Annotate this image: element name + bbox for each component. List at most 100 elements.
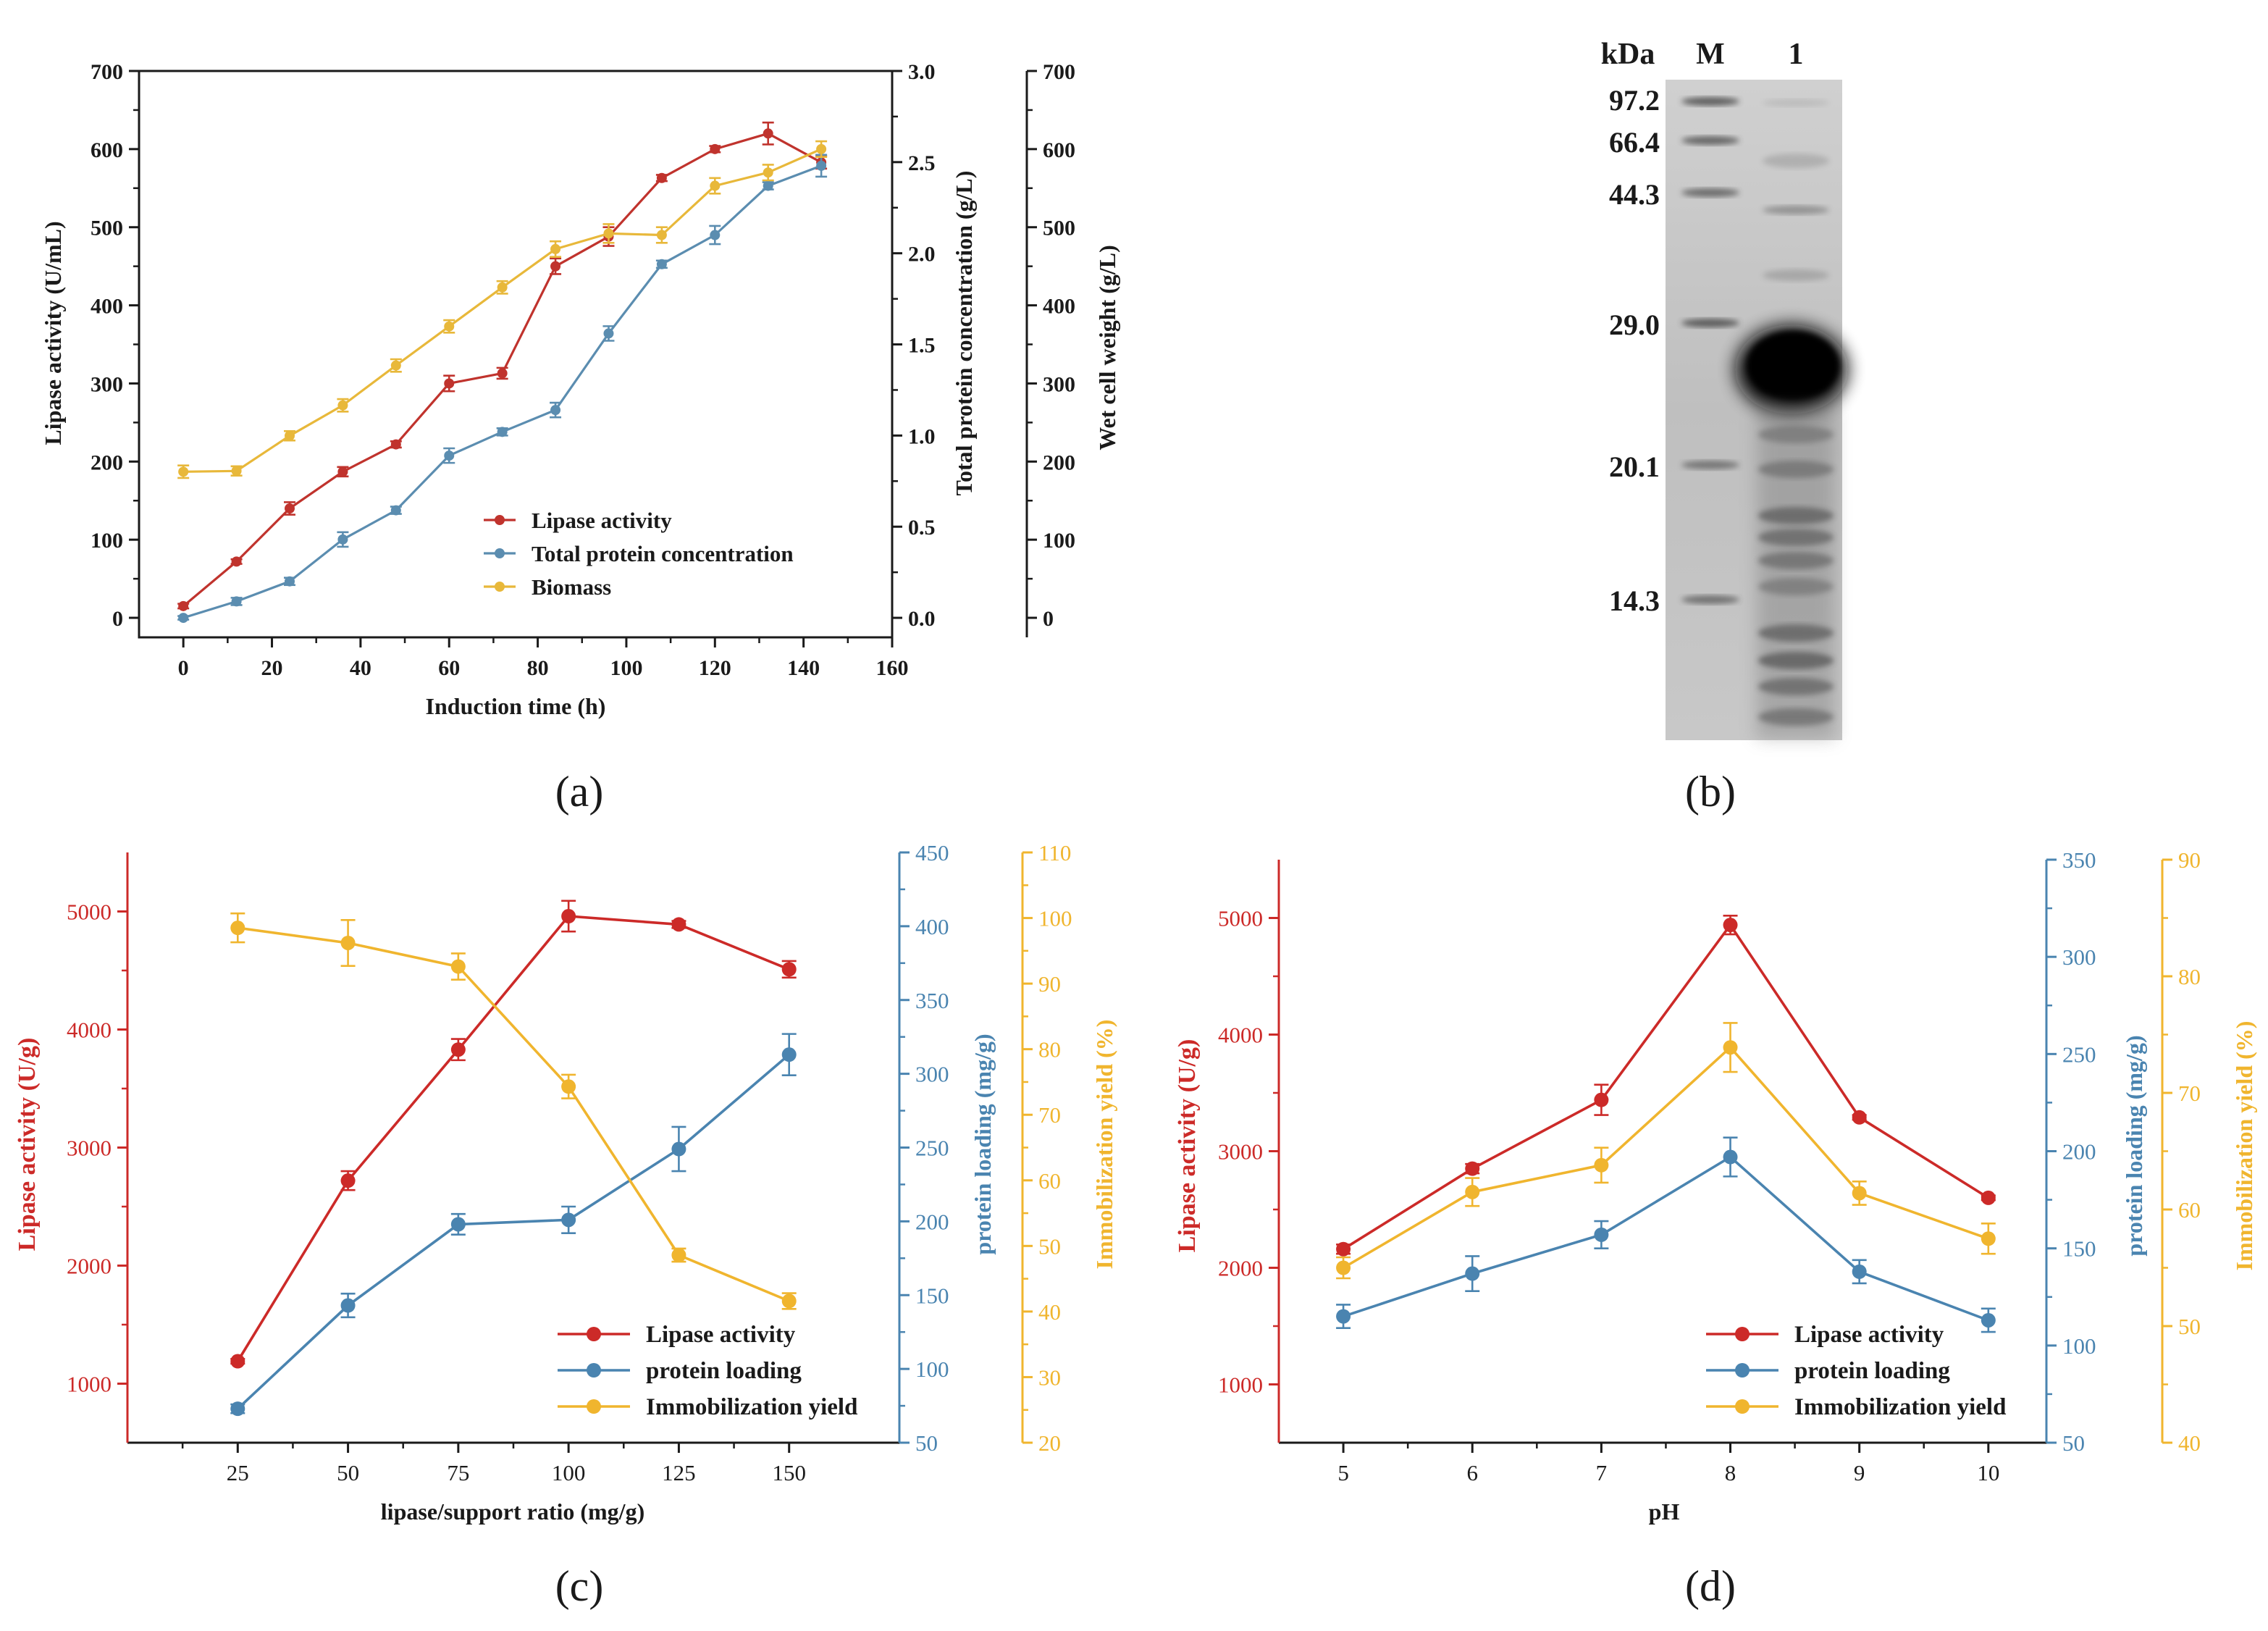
y-tick-label-right1: 350 [915, 988, 949, 1013]
legend-marker [1735, 1363, 1750, 1378]
data-point [285, 576, 295, 587]
y-tick-label-right2: 90 [1038, 971, 1061, 997]
y-tick-label-left: 1000 [1218, 1372, 1263, 1398]
data-point [337, 466, 348, 477]
data-point [1723, 1149, 1738, 1165]
x-tick-label: 150 [772, 1460, 806, 1485]
y-tick-label-left: 3000 [1218, 1139, 1263, 1165]
data-point [444, 321, 455, 332]
legend-label: Immobilization yield [1794, 1394, 2006, 1420]
y-tick-label-right2: 80 [1038, 1037, 1061, 1062]
data-point [340, 935, 356, 950]
y-tick-label-right1: 3.0 [908, 60, 936, 84]
data-point [671, 1248, 686, 1263]
y-tick-label-right1: 250 [2062, 1041, 2096, 1067]
panel-a-right2-axis-label: Wet cell weight (g/L) [1094, 245, 1120, 450]
y-tick-label-right1: 200 [915, 1209, 949, 1234]
data-point [1852, 1264, 1867, 1279]
panel-d-right1-axis-label: protein loading (mg/g) [2121, 1035, 2147, 1256]
y-tick-label-left: 3000 [67, 1136, 112, 1161]
x-tick-label: 75 [447, 1460, 469, 1485]
panel-c-axes: 25 50 75 100 125 150 1000 2000 3000 4000 5000 50 100… [67, 840, 1072, 1485]
legend-marker [495, 548, 505, 558]
gel-sample-band [1763, 154, 1829, 168]
y-tick-label-right2: 500 [1043, 217, 1075, 240]
data-point [450, 1042, 466, 1057]
legend-label: protein loading [646, 1358, 802, 1384]
data-point [230, 921, 245, 936]
y-tick-label-right1: 50 [915, 1430, 938, 1456]
panel-d-caption: (d) [1685, 1562, 1736, 1610]
gel-sample-lane [1735, 99, 1848, 739]
data-point [561, 909, 576, 924]
data-point [781, 1294, 797, 1309]
panel-c-right1-axis-label: protein loading (mg/g) [970, 1033, 996, 1254]
data-point [671, 917, 686, 932]
series-line-lipase-activity [236, 915, 790, 1362]
y-tick-label-right2: 600 [1043, 138, 1075, 162]
data-point [781, 962, 797, 977]
data-point [337, 534, 348, 545]
y-tick-label-left: 600 [91, 138, 123, 162]
gel-marker-lane [1681, 97, 1739, 604]
legend-marker [495, 582, 505, 592]
legend-marker [587, 1363, 601, 1378]
data-point [1981, 1312, 1996, 1328]
x-tick-label: 40 [350, 656, 371, 680]
gel-major-band-core [1747, 331, 1839, 401]
y-tick-label-right2: 110 [1038, 840, 1071, 865]
data-point [816, 160, 827, 171]
y-tick-label-right2: 60 [1038, 1168, 1061, 1194]
y-tick-label-right2: 90 [2178, 847, 2201, 873]
panel-a-left-axis-label: Lipase activity (U/mL) [40, 221, 66, 445]
data-point [1594, 1157, 1609, 1173]
data-point [550, 405, 561, 416]
data-point [710, 230, 721, 240]
y-tick-label-right2: 70 [1038, 1102, 1061, 1128]
data-point [230, 1401, 245, 1417]
data-point [444, 450, 455, 461]
data-point [285, 503, 295, 514]
gel-marker-66: 66.4 [1609, 126, 1660, 159]
x-tick-label: 120 [699, 656, 731, 680]
data-point [763, 180, 773, 191]
data-point [497, 282, 508, 293]
data-point [178, 613, 189, 624]
y-tick-label-right1: 300 [915, 1062, 949, 1087]
y-tick-label-left: 400 [91, 295, 123, 319]
x-tick-label: 8 [1725, 1460, 1736, 1485]
data-point [231, 596, 242, 607]
x-tick-label: 160 [876, 656, 909, 680]
y-tick-label-right1: 100 [2062, 1333, 2096, 1359]
panel-a-axes: 0 20 40 60 80 100 120 140 160 0 100 200 300 400 500 600… [91, 60, 1075, 680]
y-tick-label-left: 4000 [1218, 1023, 1263, 1048]
y-tick-label-right1: 250 [915, 1136, 949, 1161]
legend-marker [587, 1327, 601, 1341]
panel-a-x-axis-label: Induction time (h) [426, 693, 606, 719]
data-point [816, 143, 827, 154]
x-tick-label: 6 [1466, 1460, 1478, 1485]
data-point [497, 368, 508, 379]
data-point [656, 230, 667, 240]
legend-label: protein loading [1794, 1358, 1950, 1384]
x-tick-label: 140 [787, 656, 820, 680]
gel-lane-label-m: M [1696, 38, 1725, 71]
y-tick-label-right1: 0.5 [908, 516, 936, 540]
panel-c-caption: (c) [555, 1562, 604, 1610]
data-point [337, 400, 348, 411]
panel-b-caption: (b) [1685, 768, 1736, 816]
data-point [285, 430, 295, 441]
y-tick-label-right1: 0.0 [908, 607, 936, 631]
y-tick-label-left: 5000 [1218, 906, 1263, 931]
panel-c-marks [230, 900, 797, 1417]
gel-marker-97: 97.2 [1609, 84, 1660, 117]
data-point [1981, 1231, 1996, 1246]
panel-a-right1-axis-label: Total protein concentration (g/L) [951, 171, 977, 496]
x-tick-label: 50 [337, 1460, 359, 1485]
gel-marker-29: 29.0 [1609, 309, 1660, 341]
data-point [390, 439, 401, 450]
series-line-lipase-activity [1343, 923, 1989, 1251]
data-point [656, 259, 667, 269]
data-point [710, 180, 721, 191]
y-tick-label-right2: 100 [1043, 529, 1075, 553]
